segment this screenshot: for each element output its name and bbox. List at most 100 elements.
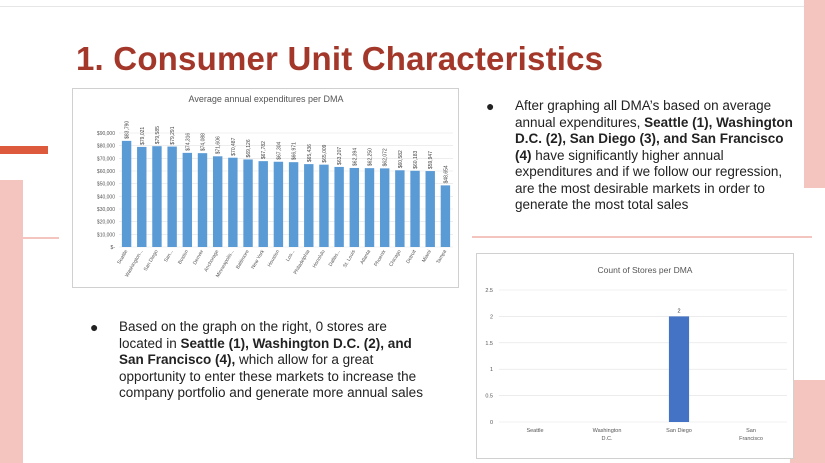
bar xyxy=(668,316,690,422)
bullet-text-part: After graphing all DMA’s based on averag… xyxy=(515,98,772,130)
x-tick-label: Seattle xyxy=(526,428,543,434)
x-tick-label: Los... xyxy=(285,249,296,263)
x-tick-label: San Diego xyxy=(143,249,160,272)
data-label: $74,088 xyxy=(201,133,207,151)
data-label: $62,072 xyxy=(383,148,389,166)
x-tick-label: Denver xyxy=(192,249,205,266)
x-tick-label: Dallas... xyxy=(328,249,342,268)
y-tick-label: $90,000 xyxy=(97,131,115,137)
chart-title: Average annual expenditures per DMA xyxy=(189,94,344,104)
chart-store-count-svg: Count of Stores per DMA 0 0.5 1 1.5 2 2.5 Seatt… xyxy=(485,265,787,442)
data-label: $62,394 xyxy=(352,148,358,166)
decorative-block-top-right xyxy=(804,0,825,188)
x-tick-label: San... xyxy=(163,249,175,263)
y-tick-label: 1.5 xyxy=(485,341,493,347)
bar xyxy=(273,161,284,247)
x-tick-label: Atlanta xyxy=(359,249,372,266)
chart-avg-expenditures: Average annual expenditures per DMA $- $10… xyxy=(72,88,459,288)
x-tick-label: Seattle xyxy=(116,249,129,266)
data-label: $79,021 xyxy=(140,127,146,145)
data-label: $60,183 xyxy=(413,150,419,168)
data-label: $71,606 xyxy=(216,136,222,154)
data-label: $66,971 xyxy=(292,142,298,160)
chart-title: Count of Stores per DMA xyxy=(598,265,693,275)
data-label: $67,782 xyxy=(261,141,267,159)
decorative-line-left xyxy=(23,237,59,239)
data-label: $70,487 xyxy=(231,137,237,155)
data-label: $62,250 xyxy=(368,148,374,166)
data-label: $59,947 xyxy=(428,151,434,169)
bar xyxy=(197,153,208,247)
bullet-dot: ● xyxy=(90,319,99,335)
decorative-line-middle xyxy=(472,236,812,238)
bar xyxy=(152,146,162,247)
data-label: $83,790 xyxy=(125,121,131,139)
bullet-text-part: Based on the graph on the right, 0 store… xyxy=(119,319,387,351)
bullet-expenditures: ● After graphing all DMA’s based on aver… xyxy=(486,98,793,218)
bullet-text-bold: Seattle (1), Washington D.C. (2), San Di… xyxy=(515,114,793,163)
y-tick-label: $10,000 xyxy=(97,232,115,238)
bar xyxy=(167,146,177,247)
bar xyxy=(212,156,223,247)
bar xyxy=(319,164,329,247)
bar xyxy=(349,167,360,247)
y-tick-label: $70,000 xyxy=(97,156,115,162)
data-label: $48,654 xyxy=(443,165,449,183)
data-label: $79,585 xyxy=(155,126,161,144)
y-tick-label: $30,000 xyxy=(97,207,115,213)
data-label: $79,291 xyxy=(170,126,176,144)
bar xyxy=(121,140,132,247)
y-tick-label: 2.5 xyxy=(485,288,493,294)
page-title: 1. Consumer Unit Characteristics xyxy=(76,40,604,77)
y-tick-label: 0 xyxy=(490,420,493,426)
bullet-text-part: have significantly higher annual expendi… xyxy=(515,147,783,213)
bar xyxy=(395,170,405,247)
x-tick-label: Detroit xyxy=(405,248,418,264)
x-tick-label: D.C. xyxy=(602,436,613,442)
bar xyxy=(304,164,314,247)
chart-avg-expenditures-svg: Average annual expenditures per DMA $- $10… xyxy=(97,94,453,279)
data-label: $69,126 xyxy=(246,139,252,157)
y-tick-label: $- xyxy=(111,245,116,251)
x-tick-label: Phoenix xyxy=(373,249,387,268)
bar xyxy=(334,166,344,247)
chart-store-count: Count of Stores per DMA 0 0.5 1 1.5 2 2.5 Seatt… xyxy=(476,253,794,459)
x-tick-label: San xyxy=(746,428,756,434)
data-label: $65,009 xyxy=(322,144,328,162)
decorative-block-bottom-right xyxy=(790,380,825,463)
y-tick-label: 2 xyxy=(490,314,493,320)
x-tick-label: Miami xyxy=(421,249,433,264)
x-tick-label: Francisco xyxy=(739,436,763,442)
y-tick-label: $60,000 xyxy=(97,169,115,175)
y-tick-label: 0.5 xyxy=(485,394,493,400)
bullet-text: Based on the graph on the right, 0 store… xyxy=(119,319,429,402)
x-tick-label: Tampa xyxy=(435,249,448,265)
bar xyxy=(410,170,420,247)
y-tick-label: $80,000 xyxy=(97,144,115,150)
bar xyxy=(228,157,238,247)
bar xyxy=(137,146,147,247)
x-tick-label: Boston xyxy=(177,249,190,266)
top-divider xyxy=(0,6,825,7)
data-label: $65,436 xyxy=(307,144,313,162)
x-tick-label: Houston xyxy=(267,249,282,268)
bullet-text-part: which allow for a great opportunity to e… xyxy=(119,352,423,400)
bar xyxy=(288,162,299,247)
bar xyxy=(243,159,253,247)
bullet-dot: ● xyxy=(486,98,495,114)
decorative-bar-left xyxy=(0,146,48,154)
y-tick-label: $50,000 xyxy=(97,182,115,188)
bullet-text-bold: Seattle (1), Washington D.C. (2), and Sa… xyxy=(119,335,412,368)
x-tick-label: Honolulu xyxy=(312,249,327,269)
x-tick-label: New York xyxy=(250,249,266,271)
bar xyxy=(379,168,390,247)
decorative-block-left xyxy=(0,180,23,463)
data-label: $60,582 xyxy=(398,150,404,168)
bar xyxy=(182,152,193,247)
x-tick-label: San Diego xyxy=(666,428,692,434)
bullet-store-count: ● Based on the graph on the right, 0 sto… xyxy=(90,319,450,429)
bar xyxy=(425,171,435,247)
y-tick-label: 1 xyxy=(490,367,493,373)
bar xyxy=(440,185,451,247)
bar xyxy=(364,168,375,247)
